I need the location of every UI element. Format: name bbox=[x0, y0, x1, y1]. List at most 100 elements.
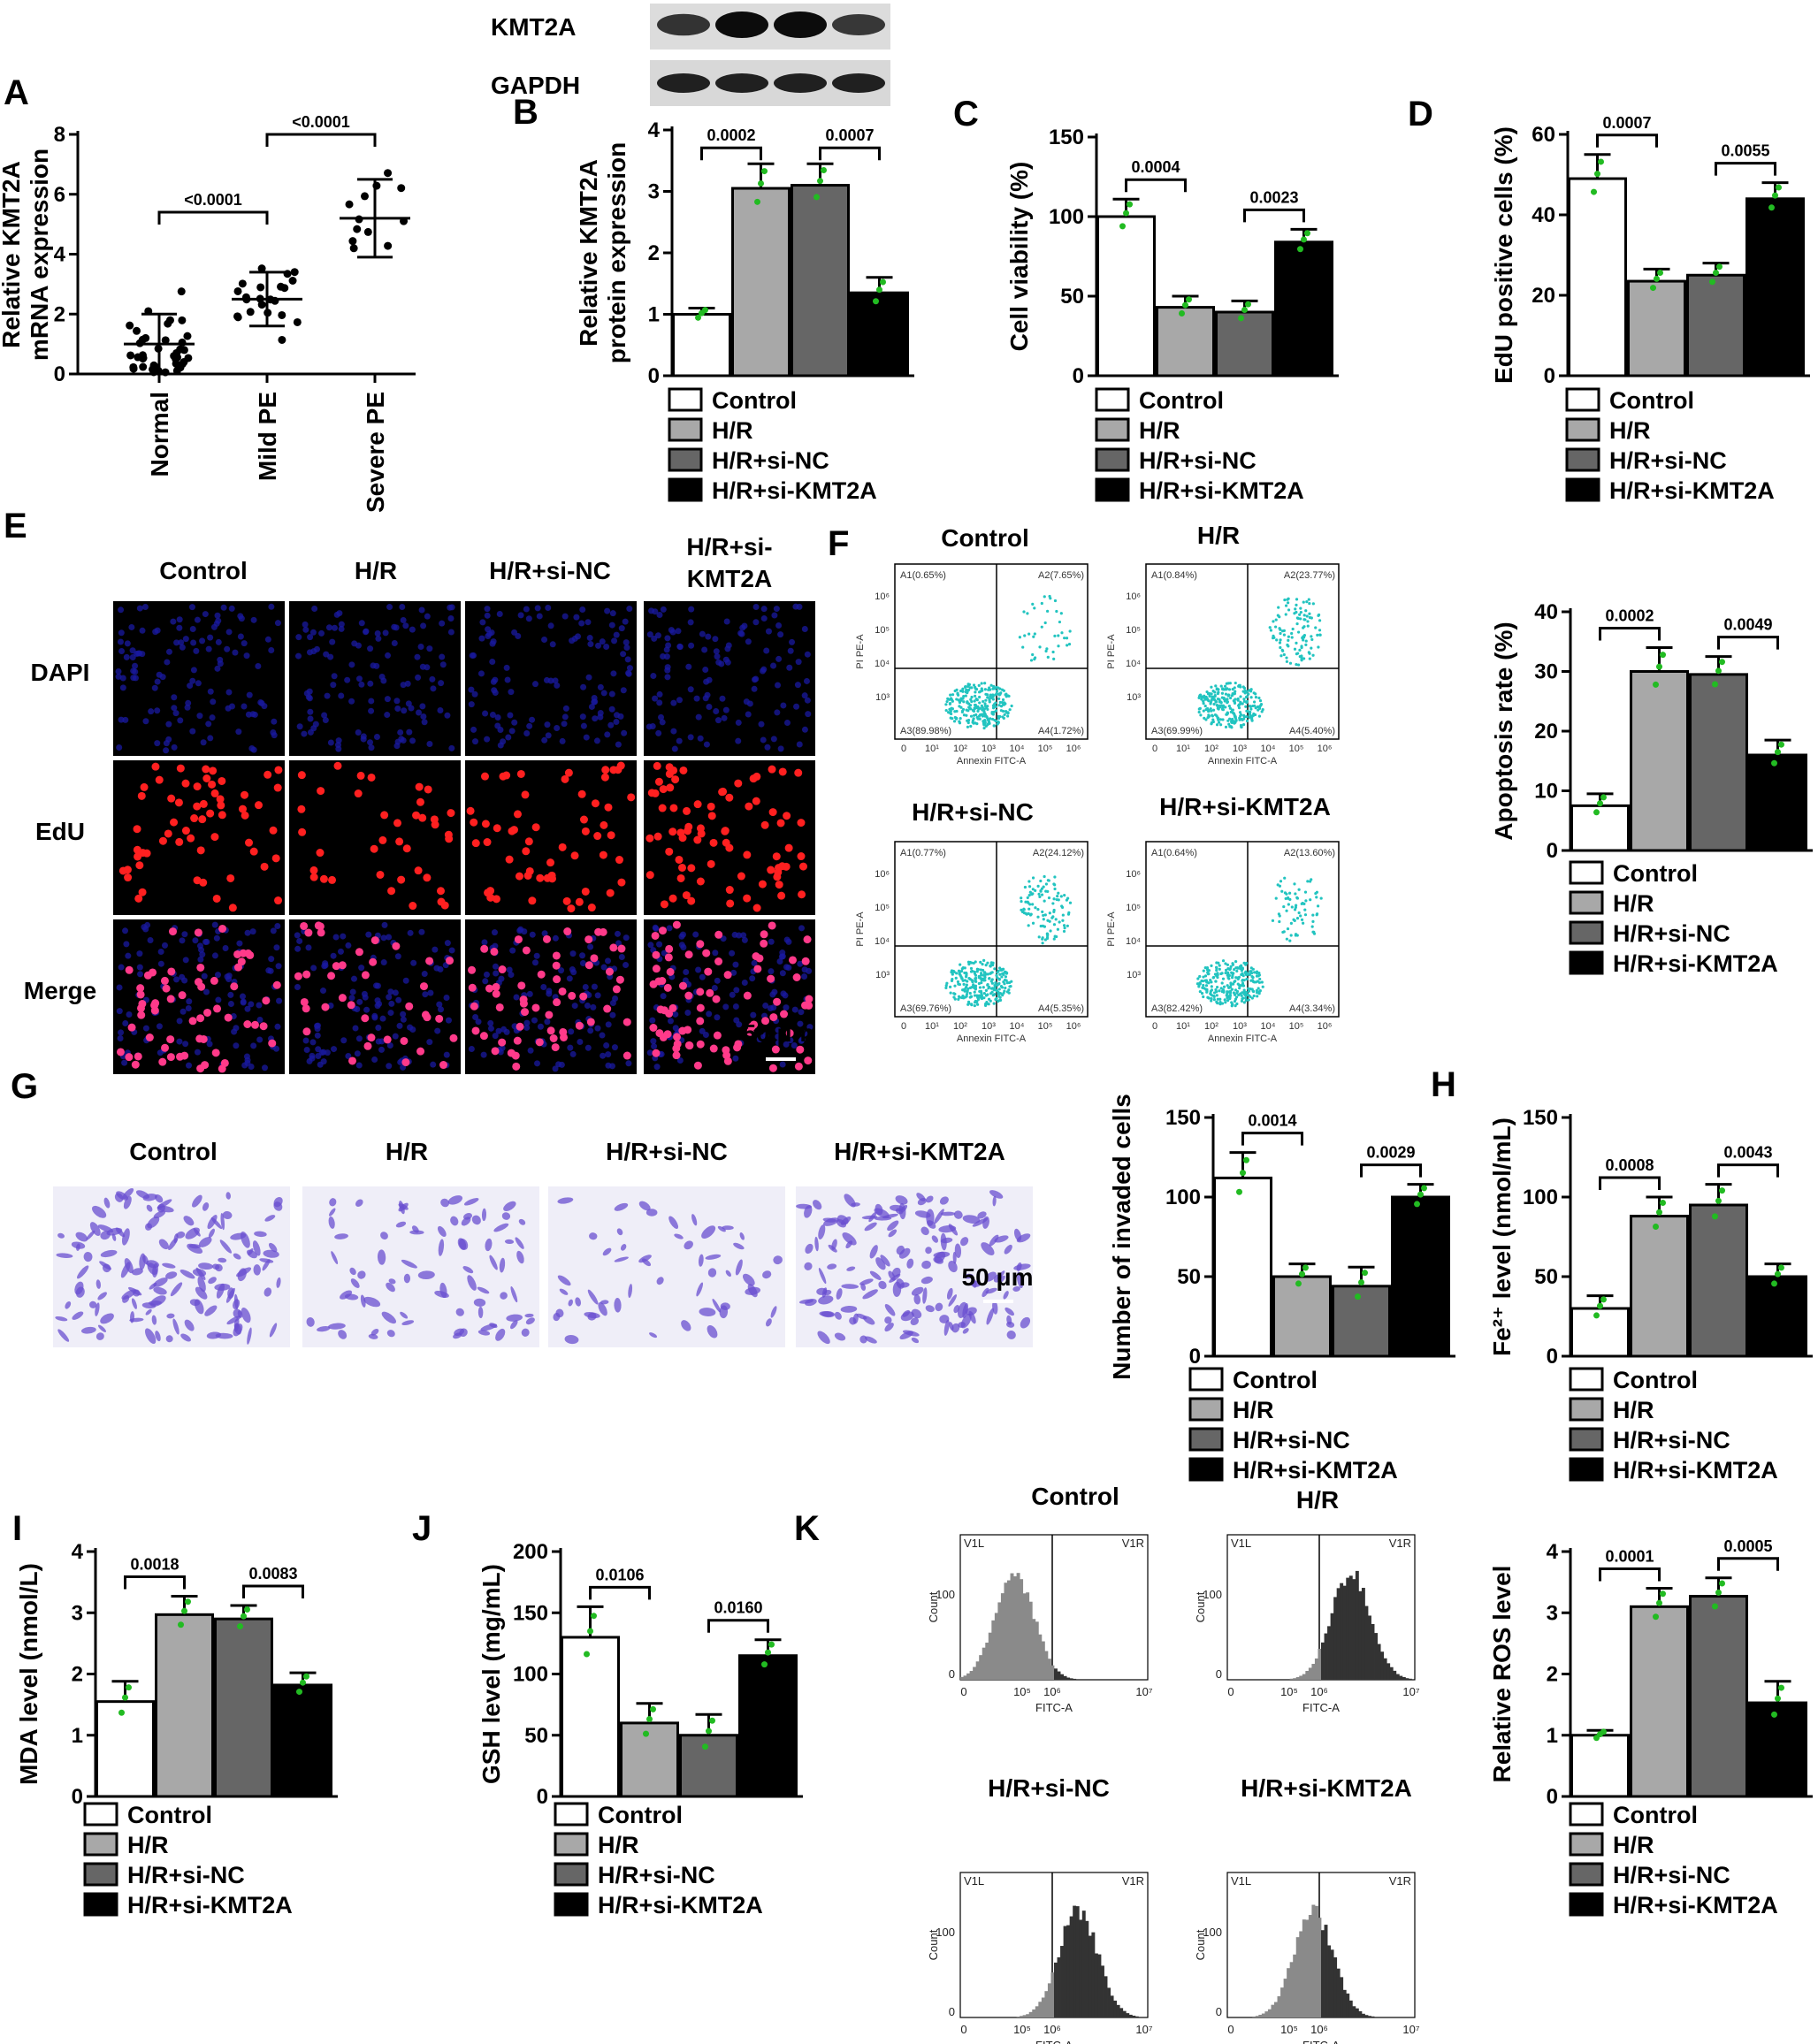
invaded-cell bbox=[328, 1323, 346, 1330]
event bbox=[1053, 883, 1057, 887]
dapi-nucleus bbox=[591, 698, 598, 705]
gapdh-band bbox=[832, 73, 885, 93]
edu-nucleus bbox=[193, 782, 202, 791]
edu-nucleus bbox=[355, 948, 363, 957]
dapi-nucleus bbox=[402, 622, 409, 629]
dapi-nucleus bbox=[318, 629, 325, 637]
event bbox=[1032, 635, 1035, 638]
event bbox=[1237, 993, 1241, 997]
x-tick-label: 10⁶ bbox=[1066, 744, 1081, 754]
y-axis-label: PI PE-A bbox=[1106, 911, 1117, 947]
edu-nucleus bbox=[479, 1032, 488, 1041]
data-point bbox=[1719, 659, 1725, 666]
significance-bracket bbox=[819, 146, 881, 161]
event bbox=[970, 970, 974, 973]
dapi-nucleus bbox=[541, 636, 548, 643]
edu-nucleus bbox=[449, 1033, 458, 1042]
dapi-nucleus bbox=[571, 635, 578, 642]
edu-nucleus bbox=[797, 819, 806, 828]
event bbox=[966, 989, 969, 993]
invaded-cell bbox=[172, 1318, 180, 1335]
edu-nucleus bbox=[190, 814, 199, 823]
invaded-cell bbox=[153, 1210, 166, 1219]
dapi-nucleus bbox=[210, 698, 217, 705]
bar-1 bbox=[1627, 279, 1686, 378]
edu-nucleus bbox=[645, 871, 654, 880]
dapi-nucleus bbox=[752, 675, 760, 683]
event bbox=[976, 997, 981, 1001]
edu-nucleus bbox=[586, 1018, 595, 1026]
event bbox=[1238, 711, 1242, 714]
significance-bracket bbox=[1241, 1132, 1303, 1146]
invaded-cell bbox=[840, 1305, 858, 1313]
edu-nucleus bbox=[668, 894, 677, 903]
invaded-cell bbox=[225, 1192, 231, 1200]
invaded-cell bbox=[236, 1267, 252, 1278]
data-point bbox=[1660, 1199, 1666, 1206]
event bbox=[992, 684, 996, 689]
dapi-nucleus bbox=[271, 718, 278, 725]
dapi-nucleus bbox=[394, 953, 401, 960]
event bbox=[984, 724, 988, 728]
dapi-nucleus bbox=[712, 950, 719, 957]
dapi-nucleus bbox=[664, 674, 671, 681]
event bbox=[968, 960, 972, 965]
event bbox=[1233, 692, 1237, 696]
event bbox=[1220, 691, 1224, 695]
edu-nucleus bbox=[652, 965, 661, 973]
column-title: H/R+si- bbox=[686, 533, 772, 561]
dapi-nucleus bbox=[182, 636, 189, 643]
dapi-nucleus bbox=[611, 637, 618, 644]
edu-nucleus bbox=[158, 1057, 167, 1066]
x-axis-label: FITC-A bbox=[1035, 1701, 1073, 1714]
edu-nucleus bbox=[794, 1062, 803, 1071]
p-value-label: 0.0043 bbox=[1723, 1144, 1772, 1162]
histogram-bin bbox=[1081, 1911, 1086, 2017]
dapi-nucleus bbox=[418, 606, 425, 614]
data-point bbox=[1657, 270, 1663, 277]
edu-nucleus bbox=[758, 880, 767, 889]
dapi-nucleus bbox=[777, 631, 784, 638]
dapi-nucleus bbox=[118, 629, 125, 637]
edu-nucleus bbox=[197, 982, 206, 991]
dapi-nucleus bbox=[470, 726, 477, 733]
edu-nucleus bbox=[798, 862, 807, 871]
x-tick-label: 10⁷ bbox=[1135, 2023, 1152, 2036]
dapi-nucleus bbox=[656, 941, 663, 948]
histogram-bin bbox=[994, 1613, 998, 1680]
edu-nucleus bbox=[363, 1041, 372, 1050]
dapi-nucleus bbox=[590, 1003, 597, 1011]
event bbox=[1286, 598, 1289, 601]
dapi-nucleus bbox=[165, 736, 172, 743]
dapi-nucleus bbox=[506, 966, 513, 973]
event bbox=[989, 999, 992, 1003]
data-point bbox=[761, 1661, 768, 1668]
dapi-nucleus bbox=[795, 659, 802, 666]
edu-nucleus bbox=[514, 935, 523, 944]
event bbox=[1033, 656, 1037, 660]
histogram-bin bbox=[1280, 1987, 1284, 2017]
event bbox=[975, 994, 979, 997]
data-point bbox=[758, 179, 764, 187]
dapi-nucleus bbox=[439, 620, 446, 627]
invaded-cell bbox=[95, 1332, 104, 1340]
legend-swatch bbox=[1569, 1862, 1604, 1887]
invaded-cell bbox=[403, 1273, 411, 1284]
dapi-nucleus bbox=[301, 730, 308, 737]
legend-swatch bbox=[668, 387, 703, 412]
invaded-cell bbox=[889, 1273, 901, 1283]
dapi-nucleus bbox=[375, 1025, 382, 1032]
dapi-nucleus bbox=[623, 934, 630, 942]
edu-nucleus bbox=[300, 997, 309, 1006]
legend-label: H/R+si-NC bbox=[1139, 447, 1257, 474]
event bbox=[1218, 967, 1221, 971]
event bbox=[1300, 655, 1303, 659]
p-value-label: 0.0008 bbox=[1605, 1156, 1654, 1174]
p-value-label: 0.0106 bbox=[595, 1566, 644, 1583]
event bbox=[1058, 620, 1062, 624]
histogram-bin bbox=[1044, 1651, 1049, 1680]
edu-nucleus bbox=[423, 873, 432, 882]
data-point bbox=[161, 336, 170, 345]
